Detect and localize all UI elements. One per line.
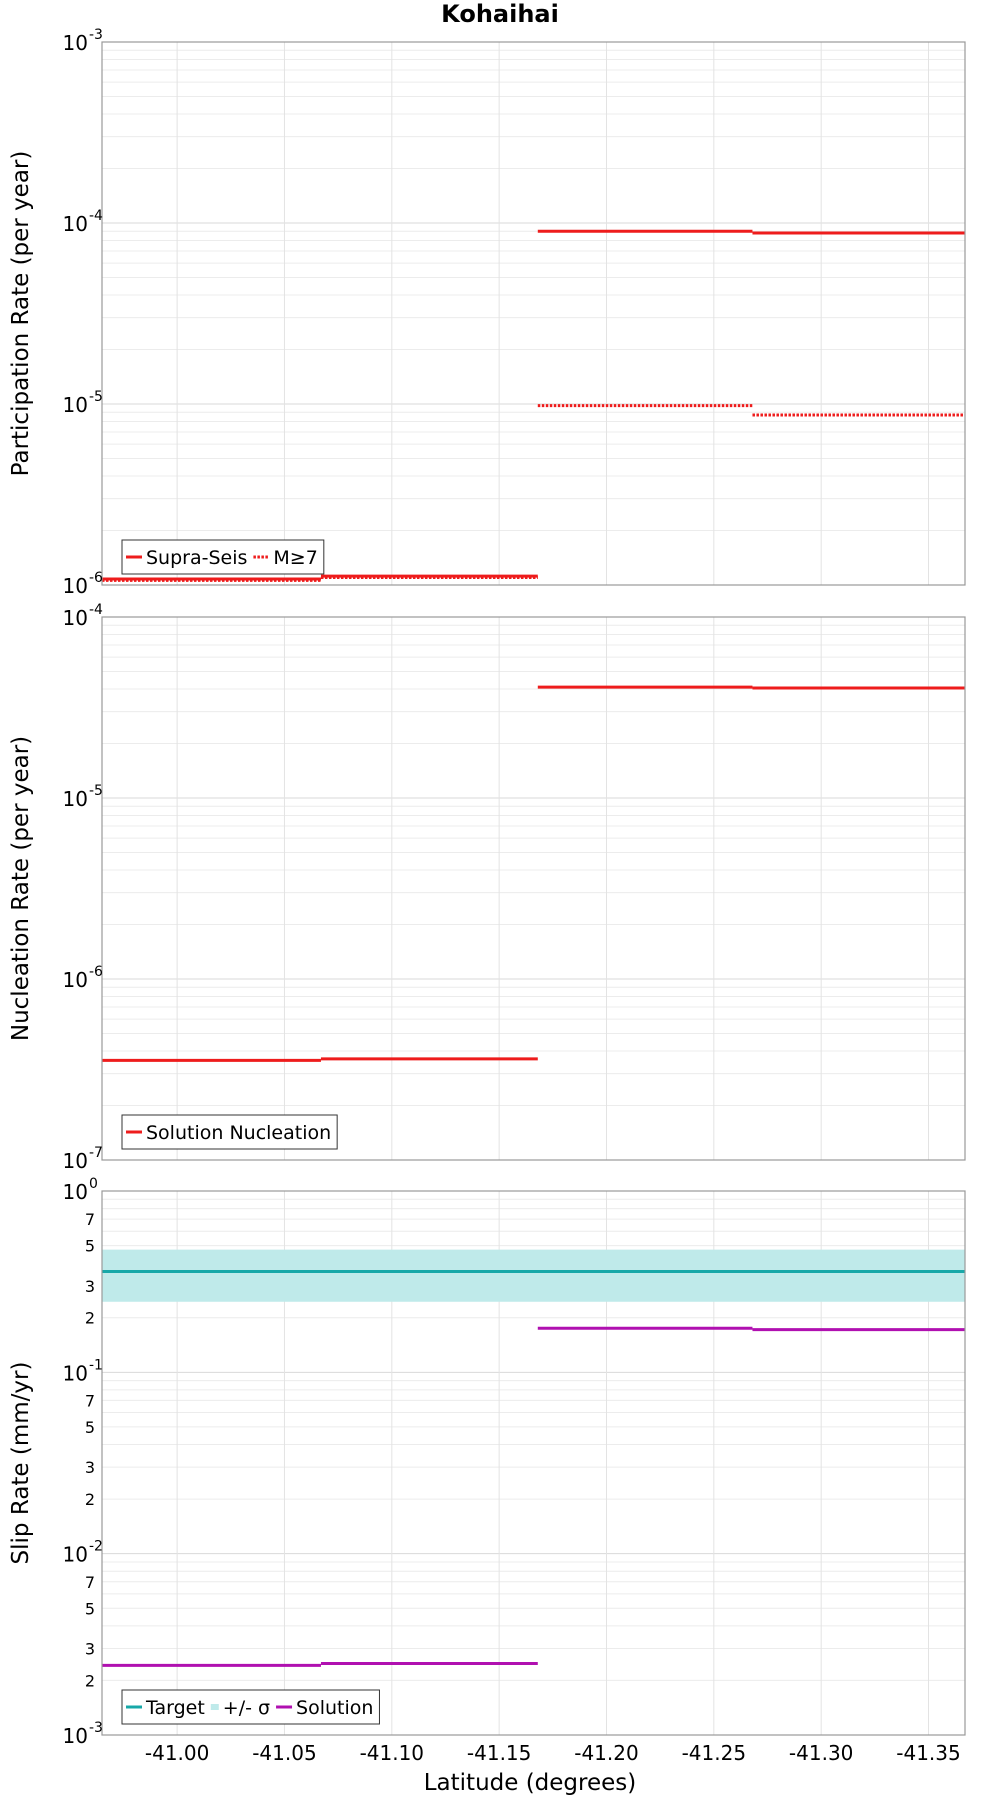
plot-border <box>101 1190 966 1736</box>
y-minor-tick-label: 2 <box>85 1490 95 1509</box>
y-tick-label: 10 <box>63 1149 88 1173</box>
x-tick-label: -41.25 <box>682 1741 746 1765</box>
series-solution-nucleation <box>102 685 965 1062</box>
y-tick-label: 10 <box>63 606 88 630</box>
y-axis-label: Slip Rate (mm/yr) <box>8 1362 34 1565</box>
x-tick-label: -41.30 <box>789 1741 853 1765</box>
y-tick-exponent: -3 <box>89 1720 103 1736</box>
y-minor-tick-label: 2 <box>85 1671 95 1690</box>
legend-label: +/- σ <box>223 1697 270 1719</box>
y-tick-exponent: 0 <box>89 1176 98 1192</box>
y-tick-label: 10 <box>63 1361 88 1385</box>
legend-label: Supra-Seis <box>146 547 247 569</box>
y-tick-exponent: -2 <box>89 1539 103 1555</box>
y-minor-tick-label: 5 <box>85 1237 95 1256</box>
y-axis-label: Participation Rate (per year) <box>8 151 34 477</box>
legend-label: Target <box>145 1697 205 1719</box>
y-minor-tick-label: 3 <box>85 1277 95 1296</box>
chart-title: Kohaihai <box>441 0 559 28</box>
legend: Target +/- σ Solution <box>121 1689 380 1725</box>
legend-label: Solution <box>296 1697 373 1719</box>
y-minor-tick-label: 2 <box>85 1309 95 1328</box>
y-tick-label: 10 <box>63 1724 88 1748</box>
y-tick-exponent: -5 <box>89 783 103 799</box>
legend-box <box>121 539 325 575</box>
y-minor-tick-label: 7 <box>85 1391 95 1410</box>
y-tick-exponent: -3 <box>89 27 103 43</box>
x-tick-label: -41.15 <box>467 1741 531 1765</box>
grid <box>102 1190 965 1736</box>
y-minor-tick-label: 5 <box>85 1418 95 1437</box>
x-ticks: -41.00 -41.05 -41.10 -41.15 -41.20 -41.25 -41.… <box>145 1741 961 1765</box>
y-tick-exponent: -6 <box>89 570 103 586</box>
x-tick-label: -41.35 <box>896 1741 960 1765</box>
plot-border <box>101 41 966 586</box>
x-tick-label: -41.10 <box>360 1741 424 1765</box>
y-tick-label: 10 <box>63 1180 88 1204</box>
series-solution <box>102 1326 965 1667</box>
y-tick-exponent: -7 <box>89 1145 103 1161</box>
x-tick-label: -41.05 <box>252 1741 316 1765</box>
y-tick-exponent: -1 <box>89 1357 103 1373</box>
y-tick-label: 10 <box>63 574 88 598</box>
y-tick-exponent: -4 <box>89 208 103 224</box>
y-axis-label: Nucleation Rate (per year) <box>8 736 34 1041</box>
legend: Supra-Seis M≥7 <box>121 539 325 575</box>
y-minor-tick-label: 7 <box>85 1210 95 1229</box>
legend-label: Solution Nucleation <box>146 1122 331 1144</box>
x-tick-label: -41.20 <box>574 1741 638 1765</box>
y-tick-label: 10 <box>63 212 88 236</box>
plot-area <box>102 42 965 585</box>
y-minor-tick-label: 7 <box>85 1573 95 1592</box>
x-tick-label: -41.00 <box>145 1741 209 1765</box>
y-tick-exponent: -5 <box>89 389 103 405</box>
y-tick-label: 10 <box>63 31 88 55</box>
y-minor-tick-label: 5 <box>85 1599 95 1618</box>
plot-border <box>101 616 966 1161</box>
y-tick-exponent: -6 <box>89 964 103 980</box>
x-axis-label: Latitude (degrees) <box>424 1770 637 1796</box>
y-minor-tick-label: 3 <box>85 1639 95 1658</box>
legend-box <box>121 1689 380 1725</box>
legend: Solution Nucleation <box>121 1114 338 1150</box>
y-minor-tick-label: 3 <box>85 1458 95 1477</box>
y-tick-label: 10 <box>63 1543 88 1567</box>
y-tick-label: 10 <box>63 393 88 417</box>
legend-label: M≥7 <box>273 547 317 569</box>
y-tick-label: 10 <box>63 968 88 992</box>
legend-swatch <box>210 1704 219 1710</box>
plot-area <box>102 617 965 1160</box>
sigma-band <box>102 1249 965 1302</box>
y-tick-label: 10 <box>63 787 88 811</box>
y-tick-exponent: -4 <box>89 602 103 618</box>
legend-box <box>121 1114 338 1150</box>
series-m-7 <box>102 404 965 582</box>
